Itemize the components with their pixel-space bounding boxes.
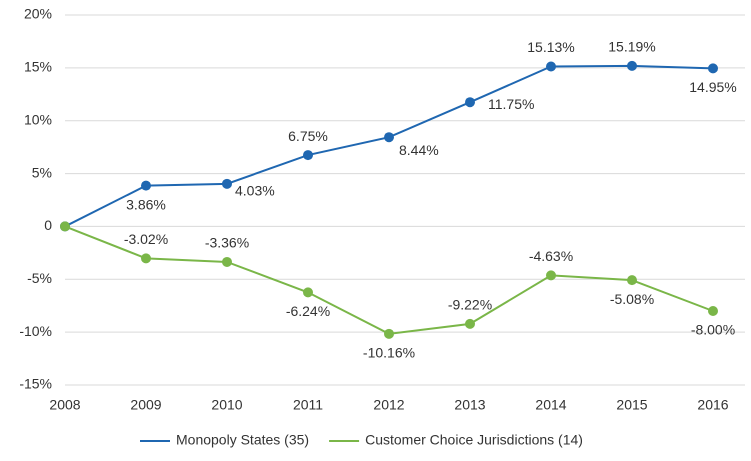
data-point: [546, 270, 556, 281]
data-point: [141, 253, 151, 264]
data-label: 11.75%: [488, 96, 534, 112]
data-point: [222, 256, 232, 267]
data-label: -10.16%: [363, 345, 415, 361]
legend-label: Customer Choice Jurisdictions (14): [365, 432, 583, 448]
y-tick-label: 5%: [32, 164, 52, 180]
x-tick-label: 2014: [535, 397, 566, 413]
data-label: -9.22%: [448, 297, 492, 313]
data-label: -8.00%: [691, 322, 735, 338]
x-tick-label: 2015: [616, 397, 647, 413]
data-point: [708, 306, 718, 316]
data-point: [303, 287, 313, 298]
data-label: -4.63%: [529, 248, 573, 264]
y-tick-label: -5%: [27, 270, 52, 286]
data-point: [627, 275, 637, 286]
y-tick-label: 20%: [24, 6, 52, 22]
y-tick-label: -15%: [19, 376, 52, 392]
data-label: 8.44%: [399, 142, 439, 158]
x-tick-label: 2008: [49, 397, 80, 413]
data-label: 6.75%: [288, 128, 328, 144]
data-point: [60, 221, 70, 232]
data-point: [546, 61, 556, 72]
data-label: -6.24%: [286, 303, 330, 319]
data-point: [384, 328, 394, 339]
y-tick-label: -10%: [19, 323, 52, 339]
data-label: -3.36%: [205, 235, 249, 251]
x-tick-label: 2013: [454, 397, 485, 413]
y-tick-label: 0: [44, 217, 52, 233]
data-label: -5.08%: [610, 291, 654, 307]
legend-label: Monopoly States (35): [176, 432, 309, 448]
x-tick-label: 2016: [697, 397, 728, 413]
x-tick-label: 2012: [373, 397, 404, 413]
data-label: 4.03%: [235, 183, 275, 199]
data-label: 3.86%: [126, 196, 166, 212]
data-label: 15.13%: [527, 39, 574, 55]
data-label: 15.19%: [608, 39, 655, 55]
x-tick-label: 2011: [293, 397, 323, 413]
data-point: [303, 150, 313, 161]
x-tick-label: 2010: [211, 397, 242, 413]
data-point: [627, 60, 637, 71]
data-point: [465, 97, 475, 108]
data-label: -3.02%: [124, 231, 168, 247]
data-point: [384, 132, 394, 143]
data-point: [465, 318, 475, 329]
data-label: 14.95%: [689, 79, 736, 95]
data-point: [708, 63, 718, 74]
y-tick-label: 15%: [24, 59, 52, 75]
data-point: [222, 178, 232, 189]
data-point: [141, 180, 151, 191]
y-tick-label: 10%: [24, 111, 52, 127]
x-tick-label: 2009: [130, 397, 161, 413]
